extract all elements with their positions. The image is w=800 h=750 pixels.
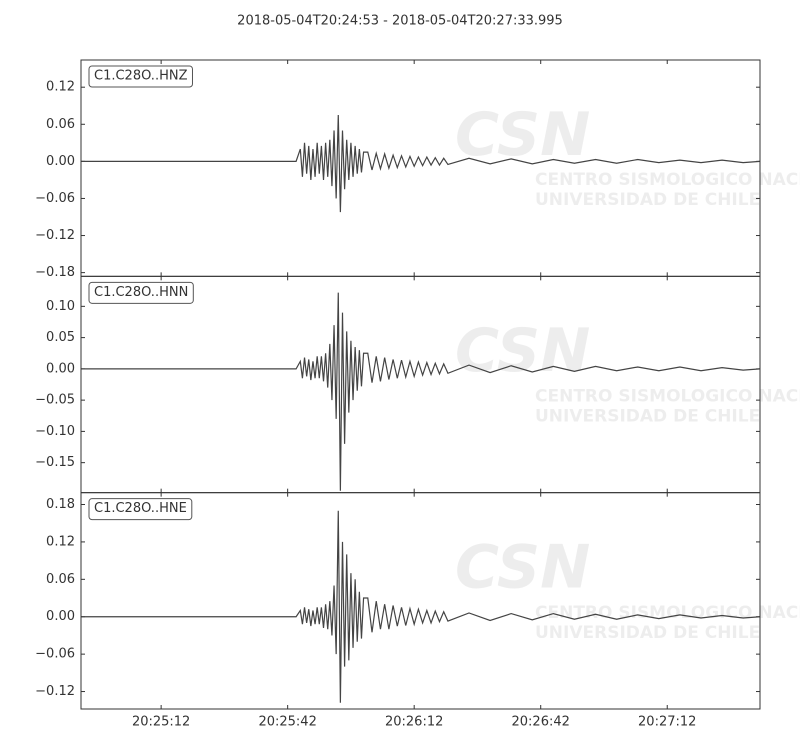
- y-tick-label: 0.12: [46, 80, 75, 95]
- legend-box: [88, 65, 193, 88]
- legend-label: C1.C28O..HNZ: [94, 69, 188, 84]
- watermark-text: CSN: [455, 532, 590, 602]
- y-tick-label: −0.12: [35, 684, 75, 699]
- trace: [81, 114, 761, 213]
- x-tick-label: 20:25:12: [132, 715, 190, 730]
- legend-box: [88, 281, 194, 304]
- y-tick-label: −0.10: [35, 424, 75, 439]
- y-tick-label: −0.06: [35, 191, 75, 206]
- y-tick-label: −0.15: [35, 455, 75, 470]
- y-tick-label: 0.05: [46, 330, 75, 345]
- watermark-text: CENTRO SISMOLOGICO NACIONAL: [535, 170, 800, 190]
- x-tick-label: 20:26:42: [512, 715, 570, 730]
- y-tick-label: 0.10: [46, 299, 75, 314]
- y-tick-label: 0.06: [46, 572, 75, 587]
- legend-box: [88, 498, 193, 521]
- y-tick-label: −0.12: [35, 228, 75, 243]
- chart-title: 2018-05-04T20:24:53 - 2018-05-04T20:27:3…: [237, 14, 563, 29]
- y-tick-label: −0.05: [35, 393, 75, 408]
- watermark-text: UNIVERSIDAD DE CHILE: [535, 623, 760, 643]
- y-tick-label: 0.00: [46, 609, 75, 624]
- y-tick-label: 0.12: [46, 534, 75, 549]
- y-tick-label: −0.06: [35, 647, 75, 662]
- watermark-text: UNIVERSIDAD DE CHILE: [535, 190, 760, 210]
- watermark-text: CSN: [455, 100, 590, 170]
- panel-frame: [80, 59, 761, 277]
- y-tick-label: −0.18: [35, 265, 75, 280]
- watermark-text: CENTRO SISMOLOGICO NACIONAL: [535, 387, 800, 407]
- x-tick-label: 20:25:42: [258, 715, 316, 730]
- x-tick-label: 20:26:12: [385, 715, 443, 730]
- legend-label: C1.C28O..HNN: [94, 285, 188, 300]
- panel-frame: [80, 492, 761, 710]
- watermark-text: CENTRO SISMOLOGICO NACIONAL: [535, 603, 800, 623]
- panel-frame: [80, 275, 761, 494]
- trace: [81, 510, 761, 703]
- x-tick-label: 20:27:12: [638, 715, 696, 730]
- watermark-text: UNIVERSIDAD DE CHILE: [535, 407, 760, 427]
- watermark-text: CSN: [455, 316, 590, 386]
- y-tick-label: 0.00: [46, 361, 75, 376]
- y-tick-label: 0.00: [46, 154, 75, 169]
- legend-label: C1.C28O..HNE: [94, 501, 187, 516]
- trace: [81, 292, 761, 491]
- y-tick-label: 0.18: [46, 497, 75, 512]
- y-tick-label: 0.06: [46, 117, 75, 132]
